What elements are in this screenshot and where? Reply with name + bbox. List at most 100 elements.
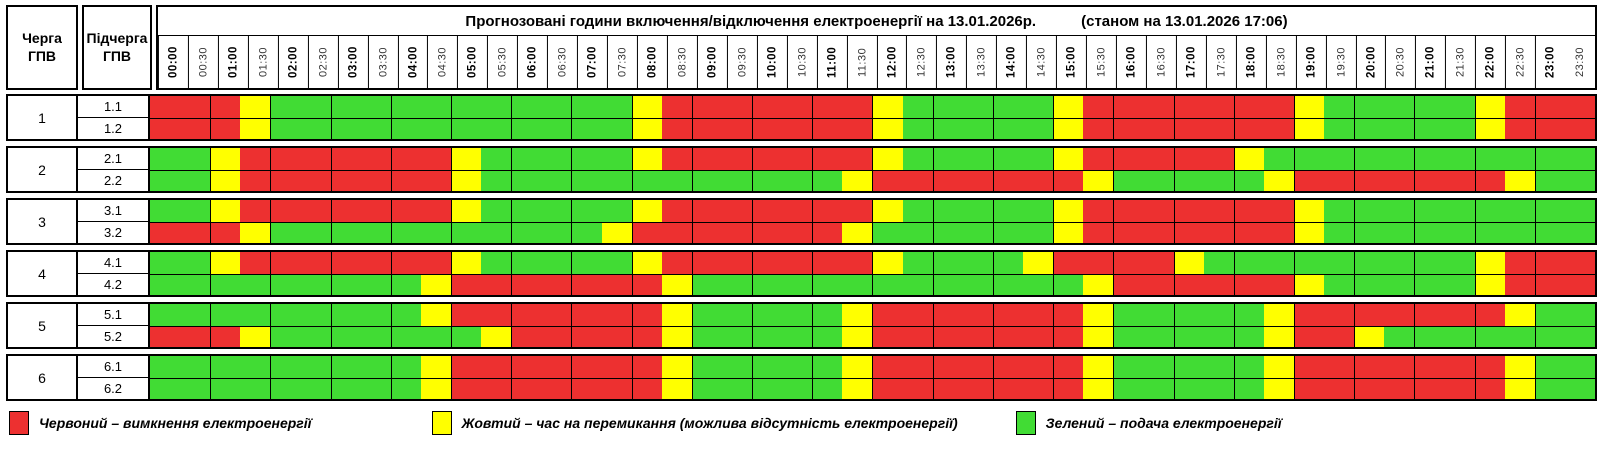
schedule-cell	[1504, 273, 1535, 295]
schedule-cell	[210, 304, 241, 326]
schedule-cell	[240, 169, 271, 191]
schedule-cell	[1414, 377, 1445, 399]
schedule-cell	[1293, 377, 1325, 399]
schedule-cell	[541, 252, 572, 274]
schedule-cell	[150, 117, 181, 139]
schedule-cell	[661, 169, 692, 191]
schedule-cell	[1233, 304, 1264, 326]
schedule-cell	[842, 96, 873, 118]
schedule-cell	[1354, 356, 1385, 378]
schedule-cell	[481, 148, 512, 170]
time-slot-label: 00:30	[187, 36, 218, 88]
schedule-cell	[1534, 117, 1565, 139]
schedule-cell	[691, 96, 722, 118]
schedule-cell	[150, 356, 181, 378]
schedule-cell	[330, 221, 361, 243]
schedule-cell	[872, 252, 903, 274]
table-row	[150, 169, 1595, 191]
schedule-cell	[661, 325, 692, 347]
queue-column-header: Черга ГПВ	[6, 5, 78, 90]
time-slot-label: 08:30	[666, 36, 697, 88]
schedule-cell	[691, 221, 722, 243]
schedule-cell	[1053, 377, 1084, 399]
schedule-cell	[782, 356, 813, 378]
schedule-cell	[691, 273, 722, 295]
schedule-cell	[1083, 356, 1114, 378]
schedule-cell	[1173, 117, 1204, 139]
legend-color-swatch	[9, 411, 29, 435]
schedule-cell	[1173, 169, 1204, 191]
schedule-cell	[481, 304, 512, 326]
time-slot-label: 01:30	[247, 36, 278, 88]
schedule-cell	[541, 304, 572, 326]
schedule-cell	[691, 325, 722, 347]
schedule-cell	[842, 356, 873, 378]
schedule-cell	[752, 325, 783, 347]
schedule-cell	[1023, 148, 1054, 170]
schedule-cell	[782, 169, 813, 191]
time-header: Прогнозовані години включення/відключенн…	[156, 5, 1597, 90]
queue-number: 6	[8, 356, 78, 399]
schedule-cell	[541, 200, 572, 222]
subqueue-label: 1.2	[78, 117, 148, 139]
schedule-cell	[872, 273, 903, 295]
schedule-cell	[631, 221, 662, 243]
schedule-cell	[420, 221, 452, 243]
schedule-cell	[842, 377, 873, 399]
schedule-cell	[1173, 96, 1204, 118]
schedule-cell	[270, 325, 301, 347]
schedule-cell	[210, 221, 241, 243]
schedule-cell	[962, 200, 993, 222]
schedule-cell	[1143, 377, 1174, 399]
schedule-cell	[180, 117, 211, 139]
schedule-cell	[631, 273, 662, 295]
schedule-cell	[752, 200, 783, 222]
schedule-cell	[902, 377, 933, 399]
schedule-cell	[601, 252, 632, 274]
schedule-cell	[390, 148, 421, 170]
schedule-cell	[541, 356, 572, 378]
schedule-cell	[752, 356, 783, 378]
time-slot-label: 17:30	[1205, 36, 1236, 88]
schedule-cell	[1143, 200, 1174, 222]
legend-item: Зелений – подача електроенергії	[1015, 411, 1282, 435]
schedule-cell	[240, 221, 271, 243]
schedule-cell	[601, 221, 632, 243]
schedule-cell	[1444, 169, 1475, 191]
schedule-cell	[150, 221, 181, 243]
schedule-cell	[240, 252, 271, 274]
schedule-cell	[992, 148, 1024, 170]
schedule-cell	[270, 221, 301, 243]
schedule-cell	[661, 377, 692, 399]
schedule-cell	[812, 273, 843, 295]
schedule-cell	[1474, 356, 1505, 378]
queue-group: 2 2.1 2.2	[6, 146, 1597, 193]
schedule-cell	[992, 325, 1024, 347]
schedule-cell	[1414, 96, 1445, 118]
schedule-cell	[1444, 200, 1475, 222]
schedule-cell	[1474, 221, 1505, 243]
schedule-cell	[1233, 273, 1264, 295]
schedule-cell	[601, 325, 632, 347]
table-row	[150, 200, 1595, 222]
schedule-cell	[541, 325, 572, 347]
schedule-cell	[872, 356, 903, 378]
schedule-cell	[1263, 356, 1294, 378]
schedule-cell	[631, 356, 662, 378]
schedule-cell	[1293, 273, 1325, 295]
schedule-cell	[1534, 200, 1565, 222]
schedule-cell	[180, 200, 211, 222]
schedule-cell	[1263, 273, 1294, 295]
schedule-cell	[511, 169, 542, 191]
schedule-cell	[1023, 252, 1054, 274]
schedule-cell	[180, 377, 211, 399]
table-row	[150, 96, 1595, 118]
schedule-cell	[812, 356, 843, 378]
schedule-cell	[691, 117, 722, 139]
schedule-cell	[1263, 148, 1294, 170]
schedule-cell	[1534, 304, 1565, 326]
schedule-cell	[1023, 356, 1054, 378]
legend-item: Жовтий – час на перемикання (можлива від…	[431, 411, 958, 435]
schedule-row-grid	[150, 304, 1595, 347]
schedule-cell	[180, 169, 211, 191]
